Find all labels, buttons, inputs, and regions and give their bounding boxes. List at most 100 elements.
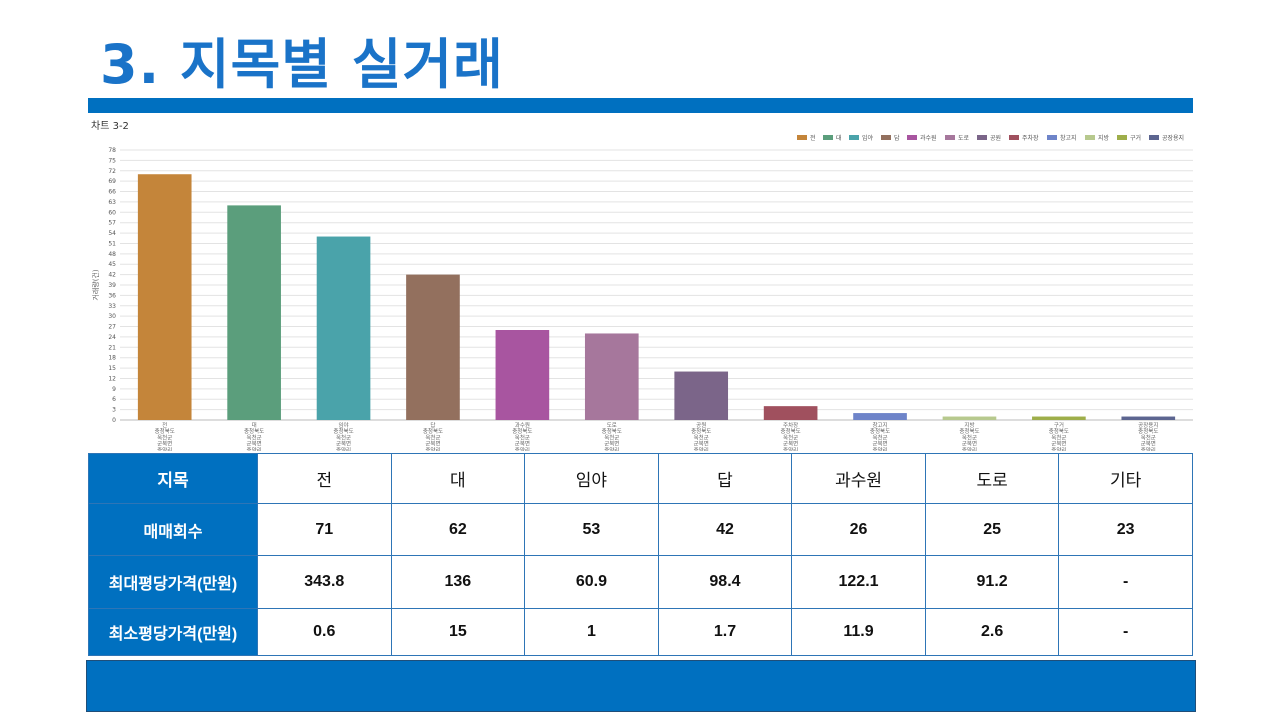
table-cell: 1.7 [657, 608, 793, 656]
y-tick-label: 60 [108, 209, 116, 216]
table-cell: 23 [1058, 503, 1193, 556]
y-tick-label: 75 [108, 157, 116, 164]
x-tick-sublabel: 옥천군 [604, 433, 619, 441]
table-cell: 15 [390, 608, 526, 656]
legend-swatch [881, 135, 891, 140]
y-tick-label: 15 [108, 365, 116, 372]
table-cell: 91.2 [924, 555, 1060, 609]
x-tick-sublabel: 옥천군 [1051, 433, 1066, 441]
y-tick-label: 33 [108, 303, 116, 310]
x-tick-sublabel: 옥천군 [694, 433, 709, 441]
table-cell: 60.9 [524, 555, 659, 609]
bar-3 [406, 274, 460, 420]
x-tick-sublabel: 군북면 [694, 440, 709, 448]
legend-label: 과수원 [920, 134, 937, 142]
table-cell: 25 [924, 503, 1060, 556]
y-tick-label: 63 [108, 199, 116, 206]
x-tick-sublabel: 옥천군 [783, 433, 798, 441]
x-tick-sublabel: 충청북도 [602, 427, 622, 435]
y-tick-label: 42 [108, 272, 116, 279]
title-underline-bar [88, 98, 1193, 113]
x-tick-sublabel: 옥천군 [336, 433, 351, 441]
x-tick-sublabel: 군북면 [604, 440, 619, 448]
x-tick-sublabel: 군북면 [425, 440, 440, 448]
table-column-header: 답 [657, 453, 793, 504]
y-tick-label: 12 [108, 375, 116, 382]
x-tick-label: 구거 [1054, 421, 1064, 429]
x-tick-sublabel: 충청북도 [691, 427, 711, 435]
land-type-table: 지목 전 대 임야 답 과수원 도로 기타 매매회수 71 62 53 42 2… [88, 453, 1193, 656]
y-tick-label: 48 [108, 251, 116, 258]
x-tick-sublabel: 증약리 [604, 446, 619, 451]
x-tick-sublabel: 옥천군 [1141, 433, 1156, 441]
y-tick-label: 30 [108, 313, 116, 320]
x-tick-label: 임야 [338, 421, 348, 429]
table-row-trade-count: 매매회수 71 62 53 42 26 25 23 [88, 503, 1193, 556]
legend-swatch [1009, 135, 1019, 140]
table-cell: 122.1 [791, 555, 926, 609]
bar-9 [942, 416, 997, 420]
x-tick-sublabel: 옥천군 [425, 433, 440, 441]
legend-label: 공원 [990, 134, 1001, 142]
legend-swatch [1085, 135, 1095, 140]
bar-4 [495, 330, 550, 420]
footer-bar [86, 660, 1196, 712]
x-tick-sublabel: 군북면 [1141, 440, 1156, 448]
table-header-row: 지목 전 대 임야 답 과수원 도로 기타 [88, 453, 1193, 504]
x-tick-sublabel: 증약리 [962, 446, 977, 451]
x-tick-label: 공장용지 [1138, 421, 1158, 429]
legend-swatch [907, 135, 917, 140]
legend-swatch [1149, 135, 1159, 140]
table-cell: 26 [791, 503, 926, 556]
x-tick-sublabel: 옥천군 [962, 433, 977, 441]
y-tick-label: 57 [108, 220, 116, 227]
table-cell: 343.8 [257, 555, 392, 609]
x-tick-label: 전 [162, 421, 167, 429]
x-tick-sublabel: 옥천군 [157, 433, 172, 441]
x-tick-label: 주차장 [783, 421, 798, 429]
table-column-header: 대 [390, 453, 526, 504]
legend-label: 구거 [1130, 134, 1141, 142]
table-row-min-price: 최소평당가격(만원) 0.6 15 1 1.7 11.9 2.6 - [88, 608, 1193, 656]
x-tick-sublabel: 충청북도 [870, 427, 890, 435]
table-column-header: 임야 [524, 453, 659, 504]
x-tick-sublabel: 충청북도 [959, 427, 979, 435]
legend-label: 주차장 [1022, 134, 1039, 142]
x-tick-label: 도로 [607, 422, 617, 429]
table-row-label: 최대평당가격(만원) [88, 555, 258, 609]
chart-caption: 차트 3-2 [91, 121, 129, 132]
table-column-header: 전 [257, 453, 392, 504]
table-cell: - [1058, 608, 1193, 656]
x-tick-sublabel: 증약리 [425, 446, 440, 451]
x-tick-sublabel: 군북면 [1051, 440, 1066, 448]
table-cell: 136 [390, 555, 526, 609]
x-tick-sublabel: 군북면 [962, 440, 977, 448]
table-cell: 42 [657, 503, 793, 556]
x-tick-label: 창고지 [872, 421, 887, 429]
table-row-max-price: 최대평당가격(만원) 343.8 136 60.9 98.4 122.1 91.… [88, 555, 1193, 609]
x-tick-sublabel: 군북면 [157, 440, 172, 448]
table-cell: 71 [257, 503, 392, 556]
legend-swatch [1117, 135, 1127, 140]
table-row-label: 매매회수 [88, 503, 258, 556]
table-cell: 98.4 [657, 555, 793, 609]
bar-chart: 0369121518212427303336394245485154576063… [91, 134, 1193, 451]
y-tick-label: 51 [108, 240, 116, 247]
legend-label: 임야 [862, 134, 874, 142]
x-tick-sublabel: 군북면 [247, 440, 262, 448]
x-tick-sublabel: 충청북도 [1138, 427, 1158, 435]
y-tick-label: 45 [108, 261, 116, 268]
y-tick-label: 18 [108, 355, 116, 362]
y-tick-label: 54 [108, 230, 116, 237]
table-column-header: 도로 [924, 453, 1060, 504]
bar-5 [584, 333, 639, 420]
x-tick-sublabel: 충청북도 [781, 427, 801, 435]
table-header-label: 지목 [88, 453, 258, 504]
x-tick-sublabel: 옥천군 [872, 433, 887, 441]
legend-label: 공장용지 [1162, 134, 1184, 142]
x-tick-sublabel: 군북면 [336, 440, 351, 448]
table-cell: 2.6 [924, 608, 1060, 656]
x-tick-sublabel: 충청북도 [333, 427, 353, 435]
legend-swatch [849, 135, 859, 140]
x-tick-sublabel: 옥천군 [515, 433, 530, 441]
